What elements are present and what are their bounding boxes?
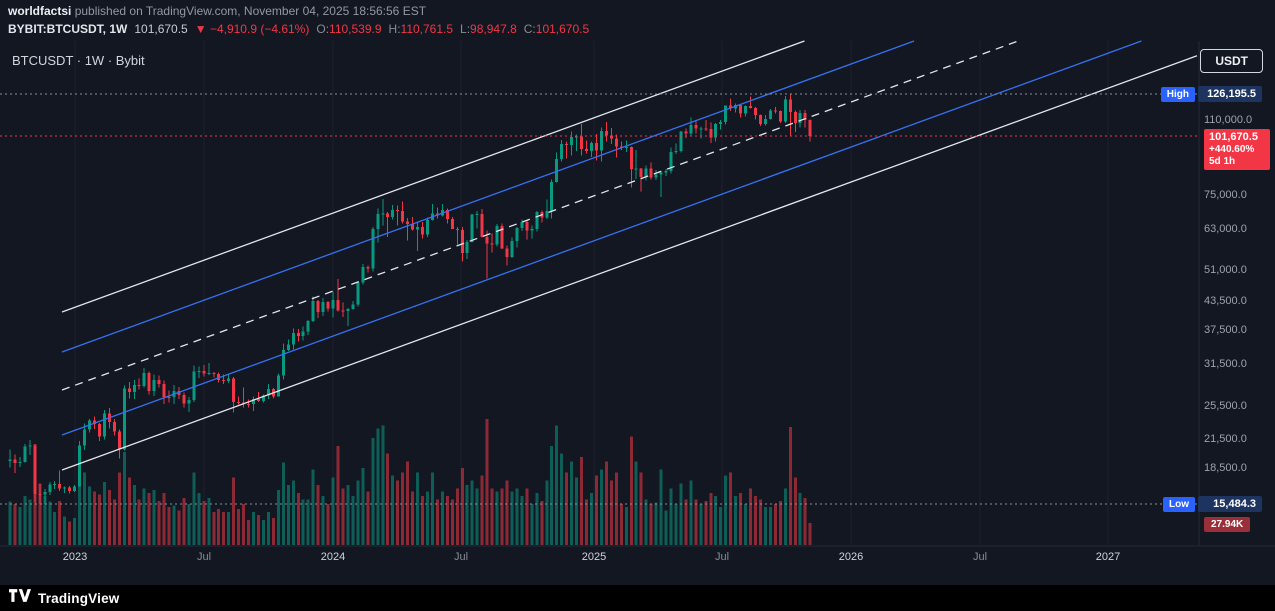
time-tick-label: Jul [714,551,730,563]
volume-badge: 27.94K [1204,516,1251,532]
time-tick-label: 2024 [320,551,346,563]
price-tick-label: 18,500.0 [1204,462,1247,475]
low-value: L:98,947.8 [460,22,517,36]
low-marker: Low 15,484.3 [1163,496,1262,513]
price-tick-label: 110,000.0 [1204,113,1253,126]
current-price: 101,670.5 [1209,131,1258,144]
tradingview-logo-icon [9,588,31,608]
currency-toggle-button[interactable]: USDT [1200,49,1263,73]
time-tick-label: Jul [196,551,212,563]
bar-countdown: 5d 1h [1209,156,1236,168]
attribution-line: worldfactsi published on TradingView.com… [8,4,1275,19]
low-label-chip: Low [1163,496,1195,512]
price-tick-label: 37,500.0 [1204,324,1247,337]
header: worldfactsi published on TradingView.com… [0,0,1275,37]
high-value: H:110,761.5 [388,22,454,36]
publisher-username: worldfactsi [8,4,72,18]
time-tick-label: Jul [972,551,988,563]
time-tick-label: 2023 [62,551,88,563]
symbol-label: BYBIT:BTCUSDT, 1W [8,22,128,36]
time-tick-label: 2025 [581,551,607,563]
time-tick-label: Jul [453,551,469,563]
price-axis[interactable]: 110,000.0 75,000.0 63,000.0 51,000.0 43,500.… [1204,0,1274,570]
low-value-chip: 15,484.3 [1198,496,1262,513]
price-tick-label: 25,500.0 [1204,399,1247,412]
price-change: ▼ −4,910.9 (−4.61%) [194,22,310,36]
high-label-chip: High [1160,86,1195,102]
change-percent: +440.60% [1209,144,1255,156]
attribution-text: published on TradingView.com, November 0… [71,4,427,18]
price-tick-label: 75,000.0 [1204,188,1247,201]
tradingview-footer-link[interactable]: TradingView [0,585,1275,611]
price-tick-label: 43,500.0 [1204,295,1247,308]
close-value: C:101,670.5 [523,22,590,36]
last-price: 101,670.5 [134,22,188,36]
high-marker: High 126,195.5 [1160,86,1262,102]
time-tick-label: 2027 [1095,551,1121,563]
symbol-ohlc-line: BYBIT:BTCUSDT, 1W 101,670.5 ▼ −4,910.9 (… [8,21,1275,37]
chart-legend[interactable]: BTCUSDT · 1W · Bybit [12,53,145,68]
price-tick-label: 21,500.0 [1204,432,1247,445]
open-value: O:110,539.9 [316,22,382,36]
time-axis[interactable]: 2023 Jul 2024 Jul 2025 Jul 2026 Jul 2027 [0,551,1275,567]
price-tick-label: 31,500.0 [1204,358,1247,371]
high-value-chip: 126,195.5 [1198,86,1262,102]
tradingview-wordmark: TradingView [38,590,120,606]
price-tick-label: 63,000.0 [1204,222,1247,235]
time-tick-label: 2026 [838,551,864,563]
current-price-badge: 101,670.5 +440.60% 5d 1h [1204,129,1270,171]
price-tick-label: 51,000.0 [1204,264,1247,277]
